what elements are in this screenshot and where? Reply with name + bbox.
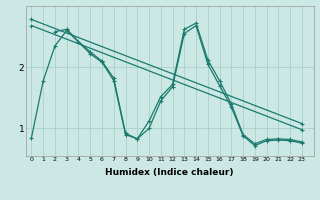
X-axis label: Humidex (Indice chaleur): Humidex (Indice chaleur) <box>105 168 234 177</box>
